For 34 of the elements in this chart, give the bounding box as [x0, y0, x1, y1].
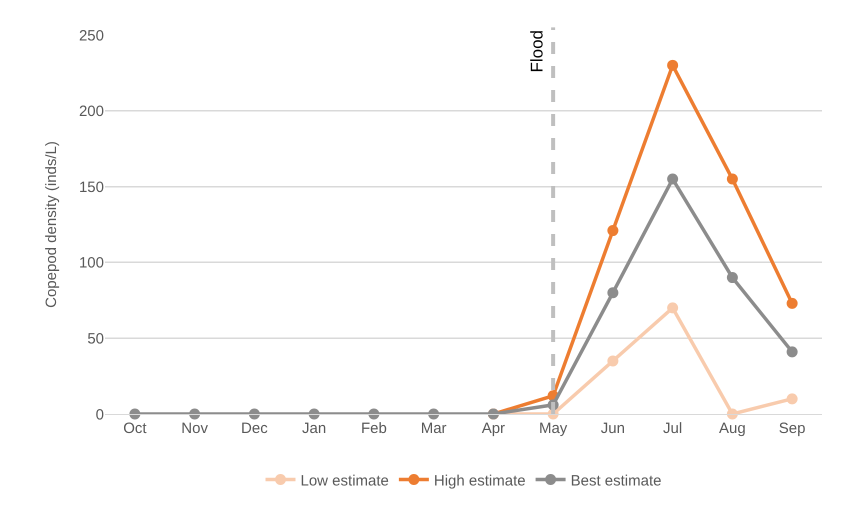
x-tick-label: Jun [600, 420, 625, 437]
y-tick-label: 150 [78, 178, 104, 196]
x-tick-label: Dec [241, 420, 268, 437]
x-tick-label: May [538, 420, 568, 437]
y-tick-label: 50 [87, 330, 104, 348]
point [607, 287, 618, 298]
point [726, 174, 738, 185]
ref-line-label: Flood [528, 30, 547, 73]
x-tick-label: Oct [123, 420, 148, 437]
legend-label: Best estimate [570, 472, 662, 490]
x-tick-label: Jul [663, 420, 682, 437]
x-tick-label: Sep [778, 420, 806, 437]
y-tick-label: 100 [78, 254, 104, 272]
x-tick-label: Jan [302, 420, 326, 437]
y-tick-label: 0 [96, 406, 104, 424]
point [726, 272, 738, 284]
legend-label: Low estimate [300, 472, 389, 490]
point [667, 302, 678, 314]
point [786, 298, 798, 309]
x-tick-label: Feb [360, 420, 387, 437]
point [607, 225, 618, 236]
point [667, 174, 678, 185]
point [667, 60, 678, 71]
x-tick-label: Nov [181, 420, 208, 437]
x-tick-label: Aug [719, 420, 746, 437]
x-tick-label: Apr [482, 420, 506, 437]
point [607, 355, 618, 366]
point [786, 393, 798, 404]
y-axis-title: Copepod density (inds/L) [43, 141, 60, 308]
x-tick-label: Mar [420, 420, 447, 437]
y-tick-label: 250 [78, 27, 104, 44]
legend-label: High estimate [434, 472, 526, 490]
y-tick-label: 200 [78, 103, 104, 120]
point [786, 346, 798, 358]
